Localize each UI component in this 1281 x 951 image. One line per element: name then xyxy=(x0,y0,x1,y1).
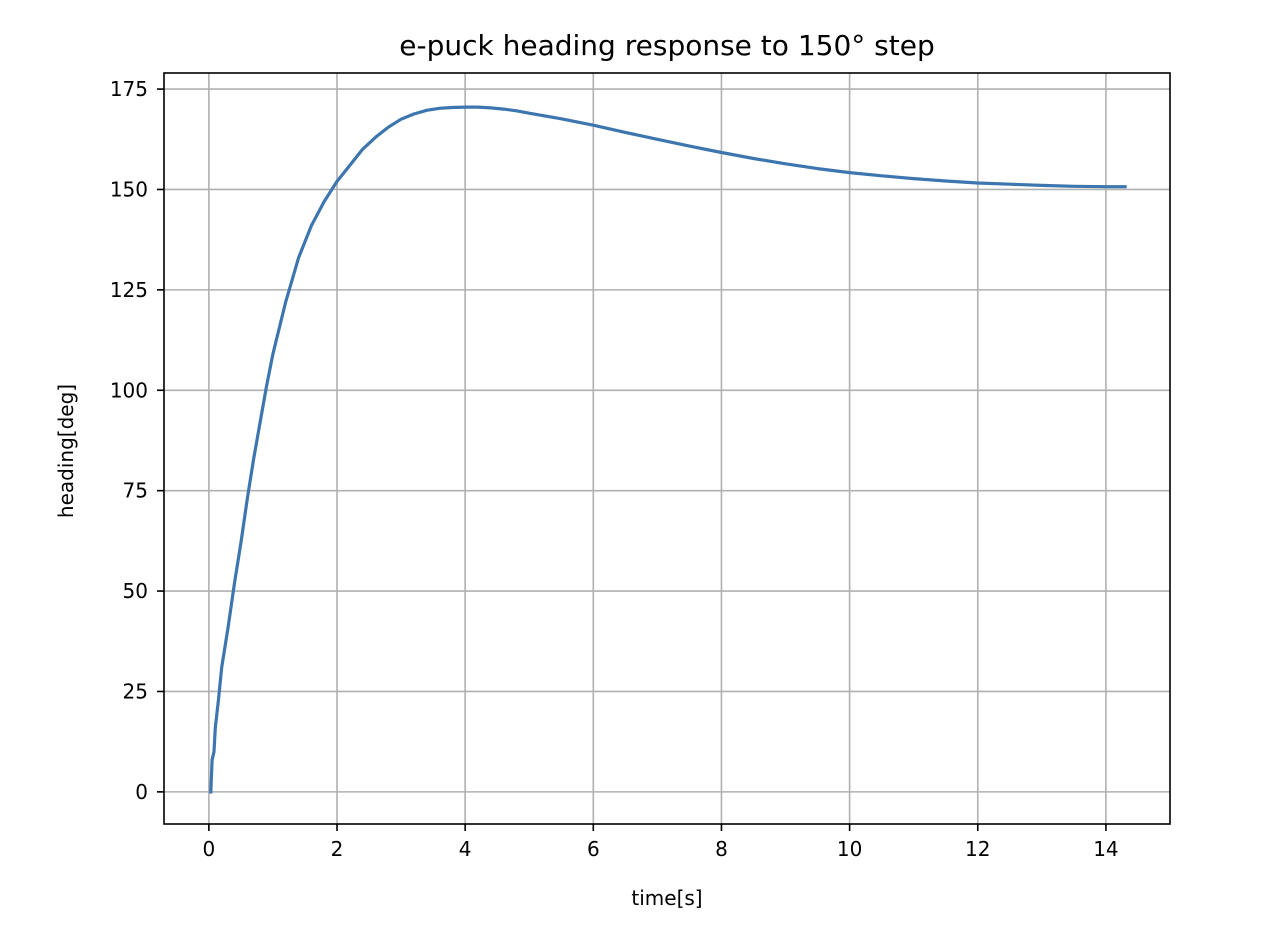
x-tick-label: 4 xyxy=(459,837,472,861)
y-tick-label: 125 xyxy=(110,278,148,302)
x-tick-label: 2 xyxy=(331,837,344,861)
x-tick-label: 10 xyxy=(837,837,862,861)
x-tick-label: 8 xyxy=(715,837,728,861)
y-tick-label: 175 xyxy=(110,77,148,101)
y-tick-label: 50 xyxy=(123,579,148,603)
ticks: 0 2 4 6 8 10 12 14 0 25 50 75 100 125 150 175 xyxy=(110,77,1119,861)
plot-lines xyxy=(209,105,1127,794)
y-tick-label: 25 xyxy=(123,679,148,703)
y-tick-label: 100 xyxy=(110,378,148,402)
grid xyxy=(164,73,1170,824)
x-tick-label: 6 xyxy=(587,837,600,861)
y-tick-label: 0 xyxy=(135,780,148,804)
y-axis-label: heading[deg] xyxy=(54,384,78,518)
y-tick-label: 75 xyxy=(123,479,148,503)
x-tick-label: 14 xyxy=(1093,837,1118,861)
y-tick-label: 150 xyxy=(110,177,148,201)
chart-title: e-puck heading response to 150° step xyxy=(399,29,934,62)
x-tick-label: 12 xyxy=(965,837,990,861)
x-axis-label: time[s] xyxy=(631,886,702,910)
series-line xyxy=(209,105,1127,794)
plot-frame xyxy=(163,72,1171,825)
x-tick-label: 0 xyxy=(202,837,215,861)
